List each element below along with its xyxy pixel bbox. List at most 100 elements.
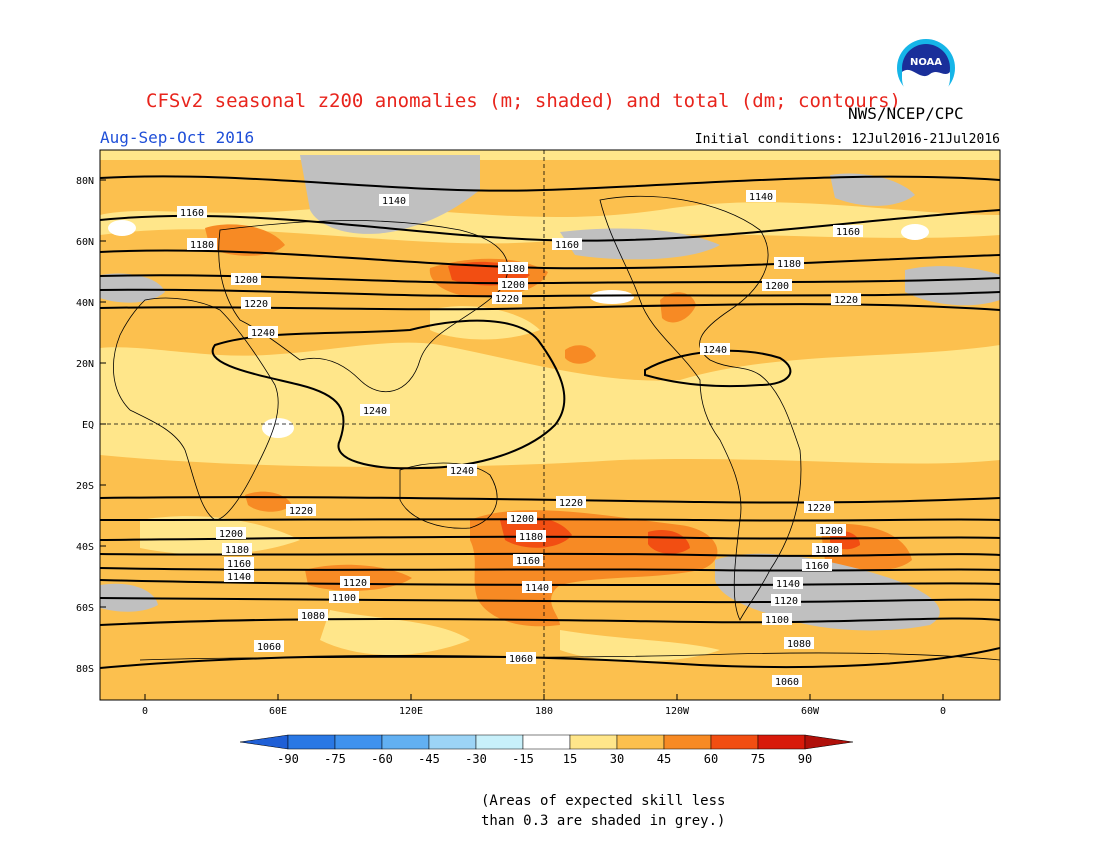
svg-text:1100: 1100 — [765, 615, 789, 626]
contour-label-1140: 1140 — [224, 570, 254, 583]
skill-note-line-1: (Areas of expected skill less — [481, 793, 726, 809]
svg-text:1060: 1060 — [257, 642, 281, 653]
contour-label-1060: 1060 — [254, 640, 284, 653]
lat-label-40n: 40N — [76, 298, 94, 309]
lon-label-0-west: 0 — [142, 706, 148, 717]
svg-text:1220: 1220 — [289, 506, 313, 517]
svg-text:1180: 1180 — [225, 545, 249, 556]
svg-text:1160: 1160 — [555, 240, 579, 251]
lon-label-180: 180 — [535, 706, 553, 717]
svg-text:1140: 1140 — [749, 192, 773, 203]
shading-near-zero — [108, 220, 929, 438]
contour-label-1140: 1140 — [522, 581, 552, 594]
lat-label-eq: EQ — [82, 420, 94, 431]
svg-text:1220: 1220 — [244, 299, 268, 310]
contour-label-1120: 1120 — [340, 576, 370, 589]
contour-label-1160: 1160 — [224, 557, 254, 570]
contour-label-1200: 1200 — [762, 279, 792, 292]
skill-note-line-2: than 0.3 are shaded in grey.) — [481, 813, 726, 829]
svg-text:1180: 1180 — [777, 259, 801, 270]
contour-label-1200: 1200 — [216, 527, 246, 540]
contour-label-1220: 1220 — [804, 501, 834, 514]
lat-label-20s: 20S — [76, 481, 94, 492]
contour-label-1100: 1100 — [329, 591, 359, 604]
contour-label-1220: 1220 — [286, 504, 316, 517]
contour-label-1180: 1180 — [187, 238, 217, 251]
contour-label-1240: 1240 — [700, 343, 730, 356]
contour-label-1200: 1200 — [231, 273, 261, 286]
contour-label-1120: 1120 — [771, 594, 801, 607]
contour-label-1180: 1180 — [498, 262, 528, 275]
lat-label-80n: 80N — [76, 176, 94, 187]
svg-text:1240: 1240 — [703, 345, 727, 356]
shading-15-30-inner — [140, 306, 720, 662]
contour-label-1140: 1140 — [773, 577, 803, 590]
svg-text:1200: 1200 — [234, 275, 258, 286]
svg-text:1080: 1080 — [787, 639, 811, 650]
height-contours — [100, 175, 1000, 669]
svg-text:1060: 1060 — [775, 677, 799, 688]
svg-text:1240: 1240 — [251, 328, 275, 339]
contour-label-1180: 1180 — [774, 257, 804, 270]
svg-text:1160: 1160 — [180, 208, 204, 219]
lon-label-120e: 120E — [399, 706, 423, 717]
svg-text:1160: 1160 — [516, 556, 540, 567]
svg-text:1100: 1100 — [332, 593, 356, 604]
lat-label-20n: 20N — [76, 359, 94, 370]
svg-text:1180: 1180 — [815, 545, 839, 556]
svg-text:1240: 1240 — [363, 406, 387, 417]
contour-label-1160: 1160 — [552, 238, 582, 251]
svg-text:1160: 1160 — [227, 559, 251, 570]
contour-label-1220: 1220 — [831, 293, 861, 306]
contour-label-1220: 1220 — [492, 292, 522, 305]
contour-label-1160: 1160 — [513, 554, 543, 567]
svg-text:1200: 1200 — [501, 280, 525, 291]
skill-note: (Areas of expected skill less than 0.3 a… — [481, 791, 725, 831]
map-frame — [99, 149, 1001, 701]
logo-text: NOAA — [910, 57, 942, 68]
svg-text:1120: 1120 — [343, 578, 367, 589]
longitude-ticks — [144, 694, 944, 700]
contour-label-1080: 1080 — [298, 609, 328, 622]
svg-text:1180: 1180 — [190, 240, 214, 251]
svg-text:1220: 1220 — [834, 295, 858, 306]
contour-label-1200: 1200 — [816, 524, 846, 537]
svg-text:1160: 1160 — [805, 561, 829, 572]
lat-label-60n: 60N — [76, 237, 94, 248]
chart-title: CFSv2 seasonal z200 anomalies (m; shaded… — [146, 90, 901, 112]
svg-text:1220: 1220 — [495, 294, 519, 305]
contour-label-1140: 1140 — [379, 194, 409, 207]
contour-label-1140: 1140 — [746, 190, 776, 203]
contour-label-1200: 1200 — [498, 278, 528, 291]
longitude-axis: 0 60E 120E 180 120W 60W 0 — [142, 706, 946, 717]
contour-label-1240: 1240 — [447, 464, 477, 477]
svg-text:1200: 1200 — [219, 529, 243, 540]
svg-text:1080: 1080 — [301, 611, 325, 622]
contour-label-1060: 1060 — [772, 675, 802, 688]
contour-label-1180: 1180 — [222, 543, 252, 556]
svg-text:1220: 1220 — [559, 498, 583, 509]
contour-label-1160: 1160 — [802, 559, 832, 572]
contour-label-1220: 1220 — [556, 496, 586, 509]
contour-label-1160: 1160 — [177, 206, 207, 219]
lat-label-40s: 40S — [76, 542, 94, 553]
initial-conditions-label: Initial conditions: 12Jul2016-21Jul2016 — [694, 132, 1000, 147]
lon-label-60w: 60W — [801, 706, 820, 717]
svg-text:1140: 1140 — [382, 196, 406, 207]
svg-text:1140: 1140 — [525, 583, 549, 594]
svg-text:1120: 1120 — [774, 596, 798, 607]
contour-label-1240: 1240 — [360, 404, 390, 417]
noaa-logo-icon: NOAA — [897, 39, 955, 98]
lon-label-60e: 60E — [269, 706, 287, 717]
lat-label-60s: 60S — [76, 603, 94, 614]
lat-label-80s: 80S — [76, 664, 94, 675]
svg-text:1220: 1220 — [807, 503, 831, 514]
svg-text:1200: 1200 — [510, 514, 534, 525]
contour-label-1100: 1100 — [762, 613, 792, 626]
contour-label-1180: 1180 — [812, 543, 842, 556]
latitude-axis: 80N 60N 40N 20N EQ 20S 40S 60S 80S — [76, 176, 94, 675]
contour-label-1180: 1180 — [516, 530, 546, 543]
svg-text:1140: 1140 — [227, 572, 251, 583]
svg-text:1060: 1060 — [509, 654, 533, 665]
svg-text:1140: 1140 — [776, 579, 800, 590]
